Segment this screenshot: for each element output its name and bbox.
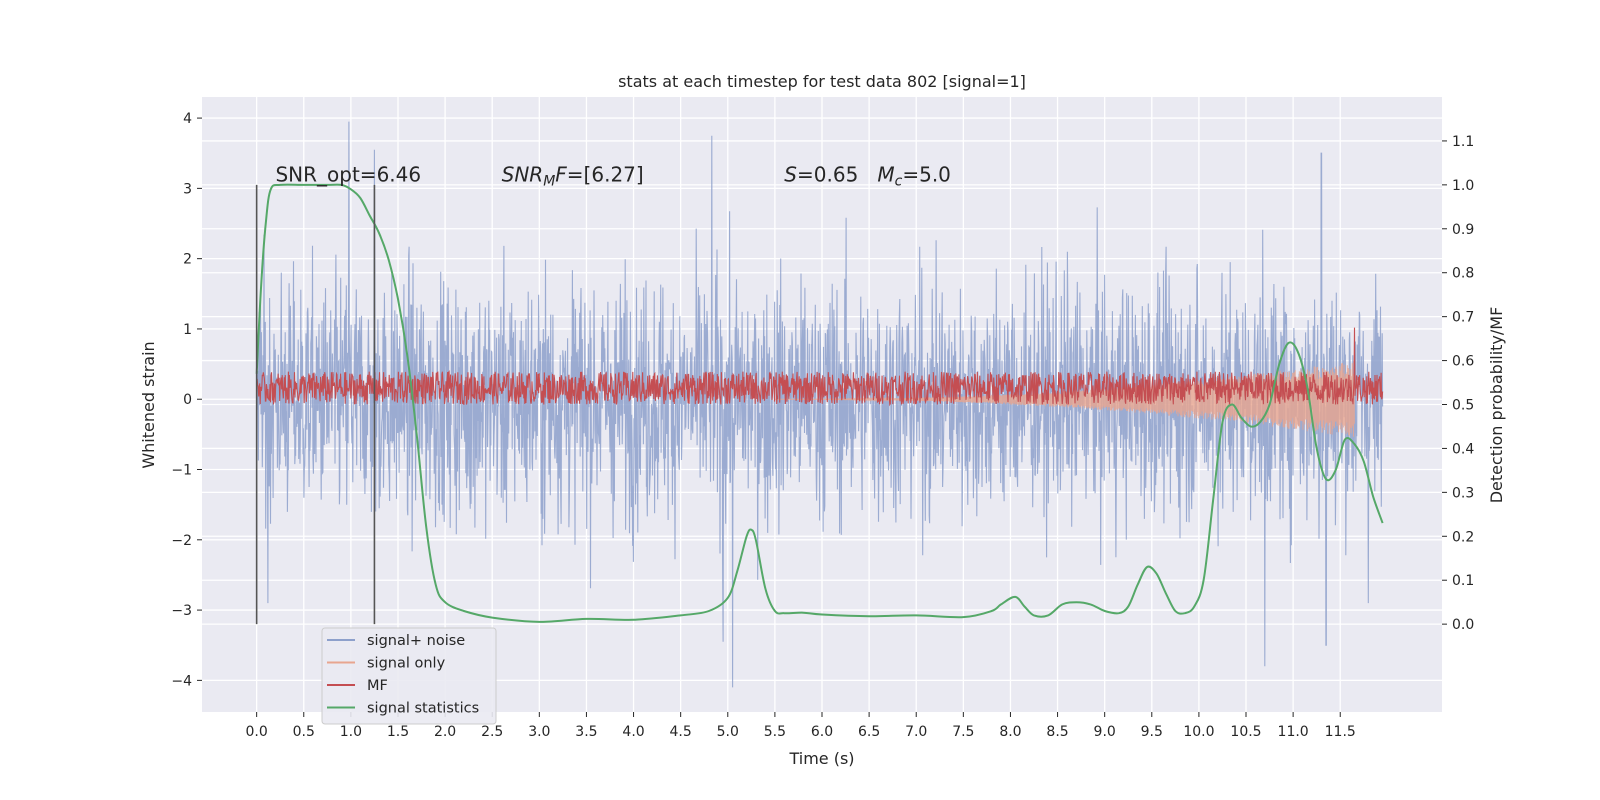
y-right-tick-label: 0.2 (1452, 529, 1474, 545)
y-right-tick-label: 0.3 (1452, 485, 1474, 501)
x-tick-label: 4.5 (670, 724, 692, 740)
y-right-tick-label: 0.9 (1452, 222, 1474, 238)
x-tick-label: 4.0 (622, 724, 644, 740)
legend-entry: MF (367, 678, 388, 694)
x-tick-label: 9.0 (1094, 724, 1116, 740)
annotation-2: S=0.65 Mc=5.0 (784, 162, 951, 189)
grid (202, 97, 1442, 712)
legend-entry: signal+ noise (367, 633, 465, 649)
x-tick-label: 3.5 (575, 724, 597, 740)
x-tick-label: 2.0 (434, 724, 456, 740)
legend-entry: signal only (367, 656, 446, 672)
x-tick-label: 5.0 (717, 724, 739, 740)
y-axis-right-ticks: 0.0 0.1 0.2 0.3 0.4 0.5 0.6 0.7 0.8 0.9 1.0 1.1 (1442, 134, 1474, 633)
x-tick-label: 8.5 (1046, 724, 1068, 740)
x-tick-label: 1.0 (340, 724, 362, 740)
y-tick-label: 4 (183, 111, 192, 127)
x-tick-label: 2.5 (481, 724, 503, 740)
x-tick-label: 9.5 (1141, 724, 1163, 740)
x-tick-label: 11.5 (1325, 724, 1356, 740)
x-tick-label: 3.0 (528, 724, 550, 740)
y-right-tick-label: 0.5 (1452, 398, 1474, 414)
y-axis-right-label: Detection probability/MF (1487, 307, 1506, 504)
legend: signal+ noise signal only MF signal statist… (321, 627, 497, 725)
vertical-markers (255, 184, 376, 625)
y-right-tick-label: 0.4 (1452, 441, 1474, 457)
legend-entry: signal statistics (367, 701, 479, 717)
x-tick-label: 10.0 (1183, 724, 1214, 740)
x-tick-label: 6.5 (858, 724, 880, 740)
y-tick-label: 2 (183, 252, 192, 268)
series-signal-statistics (255, 183, 1384, 623)
x-tick-label: 5.5 (764, 724, 786, 740)
x-axis-ticks: 0.0 0.5 1.0 1.5 2.0 2.5 3.0 3.5 4.0 4.5 5.0 5.5 6.0 6… (246, 712, 1356, 740)
x-tick-label: 0.5 (293, 724, 315, 740)
y-tick-label: 0 (183, 392, 192, 408)
y-right-tick-label: 0.6 (1452, 354, 1474, 370)
y-tick-label: −2 (171, 533, 192, 549)
y-axis-label: Whitened strain (139, 341, 158, 468)
x-axis-label: Time (s) (788, 749, 854, 768)
y-tick-label: −3 (171, 603, 192, 619)
annotations: SNR_opt=6.46 SNRMF=[6.27] S=0.65 Mc=5.0 (275, 162, 950, 189)
y-right-tick-label: 1.0 (1452, 178, 1474, 194)
y-axis-left-ticks: −4 −3 −2 −1 0 1 2 3 4 (171, 111, 202, 689)
x-tick-label: 10.5 (1230, 724, 1261, 740)
x-tick-label: 7.5 (952, 724, 974, 740)
y-tick-label: −1 (171, 463, 192, 479)
legend-box (321, 627, 497, 725)
x-tick-label: 1.5 (387, 724, 409, 740)
x-tick-label: 0.0 (246, 724, 268, 740)
chart-title: stats at each timestep for test data 802… (618, 72, 1026, 91)
y-right-tick-label: 1.1 (1452, 134, 1474, 150)
y-right-tick-label: 0.0 (1452, 617, 1474, 633)
x-tick-label: 8.0 (999, 724, 1021, 740)
series-mf (256, 327, 1384, 407)
x-tick-label: 7.0 (905, 724, 927, 740)
y-tick-label: 1 (183, 322, 192, 338)
y-tick-label: −4 (171, 673, 192, 689)
y-tick-label: 3 (183, 181, 192, 197)
x-tick-label: 6.0 (811, 724, 833, 740)
annotation-1: SNRMF=[6.27] (502, 162, 644, 189)
y-right-tick-label: 0.8 (1452, 266, 1474, 282)
series-layer (255, 121, 1384, 688)
x-tick-label: 11.0 (1278, 724, 1309, 740)
annotation-0: SNR_opt=6.46 (275, 162, 421, 186)
y-right-tick-label: 0.1 (1452, 573, 1474, 589)
y-right-tick-label: 0.7 (1452, 310, 1474, 326)
